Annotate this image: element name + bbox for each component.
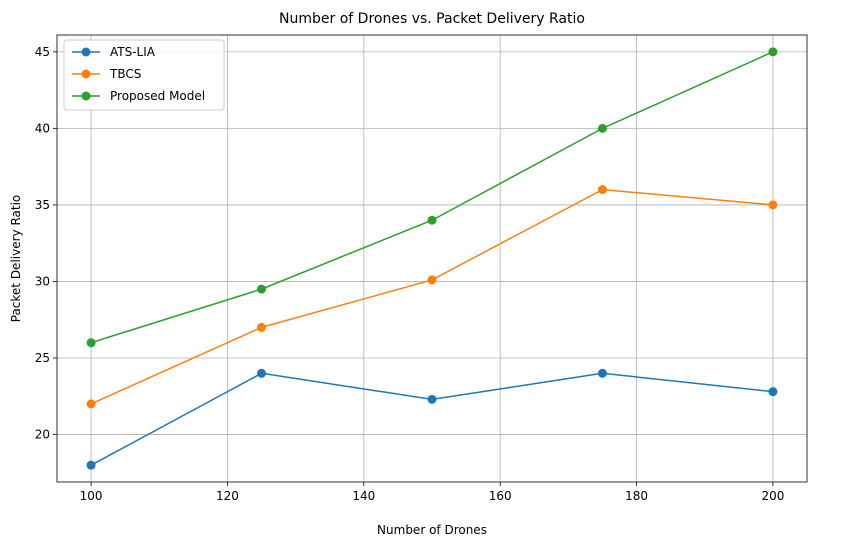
data-point bbox=[427, 275, 437, 285]
legend-label: TBCS bbox=[109, 67, 141, 81]
data-point bbox=[768, 47, 778, 57]
x-tick-label: 140 bbox=[352, 489, 375, 503]
data-point bbox=[257, 322, 267, 332]
legend-box bbox=[63, 39, 225, 111]
y-tick-label: 30 bbox=[35, 274, 50, 288]
x-tick-label: 200 bbox=[761, 489, 784, 503]
data-point bbox=[427, 215, 437, 225]
data-point bbox=[86, 338, 96, 348]
legend-label: ATS-LIA bbox=[110, 45, 156, 59]
y-tick-label: 25 bbox=[35, 351, 50, 365]
data-point bbox=[768, 200, 778, 210]
x-tick-label: 160 bbox=[489, 489, 512, 503]
y-tick-label: 20 bbox=[35, 428, 50, 442]
x-tick-label: 100 bbox=[80, 489, 103, 503]
legend: ATS-LIA TBCS Proposed Model bbox=[63, 39, 225, 111]
y-axis-label: Packet Delivery Ratio bbox=[9, 195, 23, 323]
data-point bbox=[597, 123, 607, 133]
data-point bbox=[768, 387, 778, 397]
data-point bbox=[427, 394, 437, 404]
legend-marker bbox=[81, 69, 91, 79]
data-point bbox=[86, 399, 96, 409]
series-line-0 bbox=[90, 372, 773, 466]
data-point bbox=[597, 185, 607, 195]
x-tick-label: 120 bbox=[216, 489, 239, 503]
data-point bbox=[86, 460, 96, 470]
legend-marker bbox=[81, 47, 91, 57]
data-point bbox=[597, 368, 607, 378]
series-group bbox=[86, 47, 778, 470]
legend-marker bbox=[81, 91, 91, 101]
legend-label: Proposed Model bbox=[110, 89, 205, 103]
x-axis-label: Number of Drones bbox=[377, 523, 487, 537]
x-tick-label: 180 bbox=[625, 489, 648, 503]
chart-title: Number of Drones vs. Packet Delivery Rat… bbox=[279, 11, 585, 27]
y-tick-label: 35 bbox=[35, 198, 50, 212]
plot-frame bbox=[56, 34, 808, 483]
data-point bbox=[257, 284, 267, 294]
axis-ticks: 100 120 140 160 180 200 20 25 30 35 40 45 bbox=[35, 45, 785, 503]
y-tick-label: 40 bbox=[35, 121, 50, 135]
y-tick-label: 45 bbox=[35, 45, 50, 59]
data-point bbox=[257, 368, 267, 378]
